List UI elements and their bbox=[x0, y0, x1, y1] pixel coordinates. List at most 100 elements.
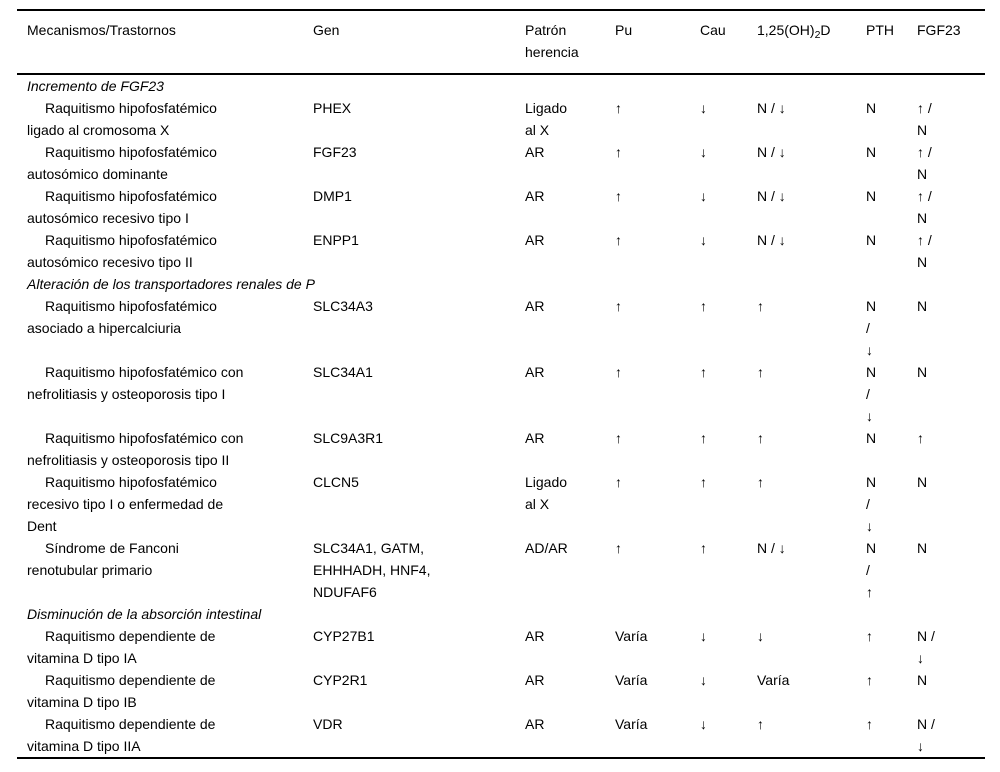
cell-cau: ↓ bbox=[700, 188, 707, 204]
cell-gen: CYP2R1 bbox=[313, 672, 368, 688]
header-row: Mecanismos/Trastornos Gen Patrón herenci… bbox=[17, 9, 985, 75]
cell-herencia: Ligado al X bbox=[525, 100, 568, 138]
cell-pth: N / ↑ bbox=[866, 540, 877, 600]
cell-trastorno: Síndrome de Fanconi renotubular primario bbox=[27, 540, 179, 578]
section-title: Incremento de FGF23 bbox=[27, 78, 164, 94]
cell-gen: SLC34A1, GATM, EHHHADH, HNF4, NDUFAF6 bbox=[313, 540, 431, 600]
125ohd-prefix: 1,25(OH) bbox=[757, 22, 815, 38]
cell-pu: ↑ bbox=[615, 298, 622, 314]
cell-125ohd: ↓ bbox=[757, 628, 764, 644]
cell-cau: ↓ bbox=[700, 713, 757, 759]
cell-herencia: AR bbox=[525, 430, 545, 446]
section-title: Alteración de los transportadores renale… bbox=[27, 276, 315, 292]
cell-125ohd: ↑ bbox=[757, 430, 764, 446]
cell-herencia: AR bbox=[525, 713, 615, 759]
cell-125ohd: N / ↓ bbox=[757, 100, 786, 116]
cell-trastorno: Raquitismo dependiente de vitamina D tip… bbox=[17, 713, 313, 759]
cell-gen: VDR bbox=[313, 713, 525, 759]
cell-125ohd: ↑ bbox=[757, 298, 764, 314]
cell-fgf23: N bbox=[917, 298, 928, 314]
column-header-fgf23: FGF23 bbox=[917, 9, 985, 75]
cell-125ohd: N / ↓ bbox=[757, 188, 786, 204]
cell-herencia: AR bbox=[525, 364, 545, 380]
cell-fgf23: ↑ / N bbox=[917, 100, 932, 138]
cell-gen: ENPP1 bbox=[313, 232, 359, 248]
cell-fgf23: ↑ bbox=[917, 430, 924, 446]
cell-pu: Varía bbox=[615, 713, 700, 759]
cell-pu: ↑ bbox=[615, 100, 622, 116]
cell-gen: SLC34A1 bbox=[313, 364, 373, 380]
table-row: Raquitismo dependiente de vitamina D tip… bbox=[17, 625, 985, 669]
cell-gen: CYP27B1 bbox=[313, 628, 375, 644]
section-title-row: Disminución de la absorción intestinal bbox=[17, 603, 985, 625]
table-row: Raquitismo hipofosfatémico ligado al cro… bbox=[17, 97, 985, 141]
column-header-pu: Pu bbox=[615, 9, 700, 75]
cell-fgf23: N bbox=[917, 474, 928, 490]
cell-gen: PHEX bbox=[313, 100, 352, 116]
cell-125ohd: N / ↓ bbox=[757, 232, 786, 248]
cell-gen: SLC9A3R1 bbox=[313, 430, 384, 446]
column-header-cau: Cau bbox=[700, 9, 757, 75]
column-header-mecanismos-trastornos: Mecanismos/Trastornos bbox=[17, 9, 313, 75]
cell-fgf23: ↑ / N bbox=[917, 144, 932, 182]
cell-gen: CLCN5 bbox=[313, 474, 359, 490]
column-header-patron-herencia: Patrón herencia bbox=[525, 9, 615, 75]
cell-cau: ↑ bbox=[700, 430, 707, 446]
cell-cau: ↓ bbox=[700, 628, 707, 644]
cell-pth: ↑ bbox=[866, 672, 873, 688]
cell-pth: N / ↓ bbox=[866, 474, 877, 534]
cell-trastorno: Raquitismo hipofosfatémico ligado al cro… bbox=[27, 100, 217, 138]
cell-cau: ↓ bbox=[700, 100, 707, 116]
cell-pu: ↑ bbox=[615, 364, 622, 380]
cell-pth: N bbox=[866, 188, 877, 204]
125ohd-subscript: 2 bbox=[814, 29, 821, 41]
cell-pth: N bbox=[866, 100, 877, 116]
cell-cau: ↑ bbox=[700, 298, 707, 314]
cell-fgf23: N / ↓ bbox=[917, 628, 935, 666]
table-row: Raquitismo hipofosfatémico asociado a hi… bbox=[17, 295, 985, 361]
cell-pth: N bbox=[866, 144, 877, 160]
section-title-row: Incremento de FGF23 bbox=[17, 74, 985, 97]
column-header-pth: PTH bbox=[866, 9, 917, 75]
cell-herencia: AR bbox=[525, 232, 545, 248]
column-header-gen: Gen bbox=[313, 9, 525, 75]
table-row: Raquitismo hipofosfatémico con nefroliti… bbox=[17, 427, 985, 471]
table-row: Raquitismo dependiente de vitamina D tip… bbox=[17, 669, 985, 713]
cell-trastorno: Raquitismo hipofosfatémico autosómico re… bbox=[27, 232, 217, 270]
cell-cau: ↑ bbox=[700, 364, 707, 380]
cell-pu: Varía bbox=[615, 628, 648, 644]
cell-pth: ↑ bbox=[866, 713, 917, 759]
cell-125ohd: N / ↓ bbox=[757, 144, 786, 160]
cell-trastorno: Raquitismo hipofosfatémico asociado a hi… bbox=[27, 298, 217, 336]
cell-herencia: Ligado al X bbox=[525, 474, 568, 512]
cell-herencia: AR bbox=[525, 672, 545, 688]
cell-cau: ↓ bbox=[700, 672, 707, 688]
cell-gen: SLC34A3 bbox=[313, 298, 373, 314]
cell-pu: ↑ bbox=[615, 430, 622, 446]
table-row: Raquitismo hipofosfatémico autosómico re… bbox=[17, 229, 985, 273]
table-row: Raquitismo dependiente de vitamina D tip… bbox=[17, 713, 985, 759]
cell-pu: ↑ bbox=[615, 144, 622, 160]
cell-fgf23: ↑ / N bbox=[917, 188, 932, 226]
cell-pu: ↑ bbox=[615, 232, 622, 248]
cell-pu: ↑ bbox=[615, 188, 622, 204]
table-row: Raquitismo hipofosfatémico recesivo tipo… bbox=[17, 471, 985, 537]
cell-125ohd: Varía bbox=[757, 672, 790, 688]
table-row: Raquitismo hipofosfatémico autosómico re… bbox=[17, 185, 985, 229]
cell-trastorno: Raquitismo hipofosfatémico con nefroliti… bbox=[27, 430, 244, 468]
cell-pth: N / ↓ bbox=[866, 364, 877, 424]
cell-herencia: AR bbox=[525, 298, 545, 314]
cell-trastorno: Raquitismo dependiente de vitamina D tip… bbox=[27, 628, 216, 666]
column-header-125ohd: 1,25(OH)2D bbox=[757, 9, 866, 75]
table-row: Raquitismo hipofosfatémico con nefroliti… bbox=[17, 361, 985, 427]
table-row: Raquitismo hipofosfatémico autosómico do… bbox=[17, 141, 985, 185]
section-title-row: Alteración de los transportadores renale… bbox=[17, 273, 985, 295]
cell-fgf23: N bbox=[917, 672, 928, 688]
cell-cau: ↓ bbox=[700, 232, 707, 248]
cell-herencia: AR bbox=[525, 188, 545, 204]
cell-fgf23: N / ↓ bbox=[917, 713, 985, 759]
cell-trastorno: Raquitismo hipofosfatémico autosómico do… bbox=[27, 144, 217, 182]
cell-herencia: AR bbox=[525, 628, 545, 644]
cell-trastorno: Raquitismo hipofosfatémico con nefroliti… bbox=[27, 364, 244, 402]
